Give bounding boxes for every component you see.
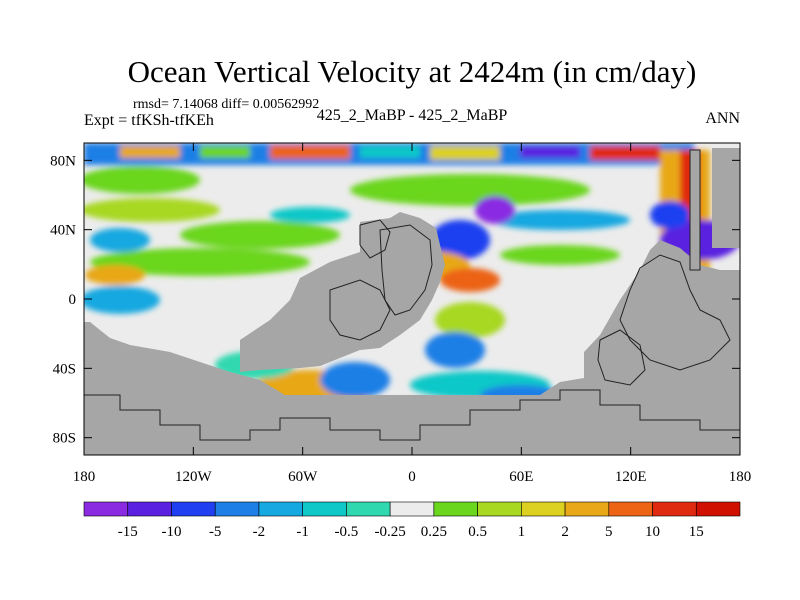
colorbar-swatch-0 (83, 501, 129, 517)
colorbar-swatch-12 (608, 501, 653, 517)
land-east-strip (712, 148, 740, 248)
stats-line: rmsd= 7.14068 diff= 0.00562992 (133, 97, 319, 112)
coastlines (84, 149, 740, 441)
land-east-block (690, 150, 700, 270)
colorbar-label-5: -0.5 (335, 524, 359, 540)
map-panel (84, 143, 740, 455)
colorbar-swatch-10 (521, 501, 566, 517)
x-tick-label-4: 60E (509, 469, 533, 485)
colorbar-swatch-2 (171, 501, 216, 517)
colorbar-swatch-11 (564, 501, 610, 517)
x-tick-label-6: 180 (729, 469, 752, 485)
colorbar-label-2: -5 (209, 524, 222, 540)
season-label: ANN (705, 110, 740, 127)
colorbar: -15 -10 -5 -2 -1 -0.5 -0.25 0.25 0.5 1 2 5 10 15 (83, 501, 741, 540)
colorbar-label-13: 15 (689, 524, 704, 540)
colorbar-swatch-7 (389, 501, 435, 517)
colorbar-label-9: 1 (518, 524, 526, 540)
land-south-bay (540, 378, 584, 400)
colorbar-swatch-14 (695, 501, 741, 517)
chart-title: Ocean Vertical Velocity at 2424m (in cm/… (128, 54, 697, 89)
x-tick-label-3: 0 (408, 469, 416, 485)
colorbar-swatch-1 (127, 501, 172, 517)
colorbar-label-12: 10 (645, 524, 660, 540)
x-tick-label-0: 180 (73, 469, 96, 485)
colorbar-label-8: 0.5 (468, 524, 487, 540)
colorbar-label-11: 5 (605, 524, 613, 540)
coast-americas (329, 279, 391, 341)
colorbar-swatch-9 (477, 501, 522, 517)
case-label: 425_2_MaBP - 425_2_MaBP (317, 107, 508, 124)
colorbar-swatch-4 (258, 501, 303, 517)
colorbar-label-4: -1 (296, 524, 309, 540)
colorbar-swatch-6 (346, 501, 391, 517)
colorbar-label-1: -10 (161, 524, 181, 540)
coast-east-strip (689, 149, 701, 271)
coast-australia (597, 329, 646, 386)
land-asia-australia (584, 240, 740, 395)
colorbar-label-7: 0.25 (421, 524, 447, 540)
land-south-america (84, 322, 330, 418)
y-tick-label-0: 80N (50, 153, 76, 169)
colorbar-swatch-3 (214, 501, 260, 517)
coast-southern-continent (84, 389, 740, 441)
colorbar-swatch-13 (652, 501, 697, 517)
y-tick-label-4: 80S (53, 431, 76, 447)
colorbar-swatch-5 (302, 501, 347, 517)
x-tick-label-1: 120W (175, 469, 213, 485)
land-africa-americas-block (240, 212, 445, 372)
colorbar-label-10: 2 (561, 524, 569, 540)
coast-north-land (359, 219, 391, 259)
colorbar-swatch-8 (433, 501, 478, 517)
experiment-label: Expt = tfKSh-tfKEh (84, 112, 214, 129)
colorbar-label-3: -2 (253, 524, 266, 540)
coast-africa (379, 224, 433, 316)
x-tick-label-5: 120E (615, 469, 647, 485)
colorbar-label-0: -15 (118, 524, 138, 540)
y-axis: 80N 40N 0 40S 80S (50, 153, 740, 447)
coast-asia (619, 254, 731, 371)
y-tick-label-3: 40S (53, 361, 76, 377)
y-tick-label-1: 40N (50, 223, 76, 239)
x-axis: 180 120W 60W 0 60E 120E 180 (73, 143, 752, 485)
y-tick-label-2: 0 (69, 292, 77, 308)
colorbar-label-6: -0.25 (375, 524, 406, 540)
x-tick-label-2: 60W (288, 469, 318, 485)
